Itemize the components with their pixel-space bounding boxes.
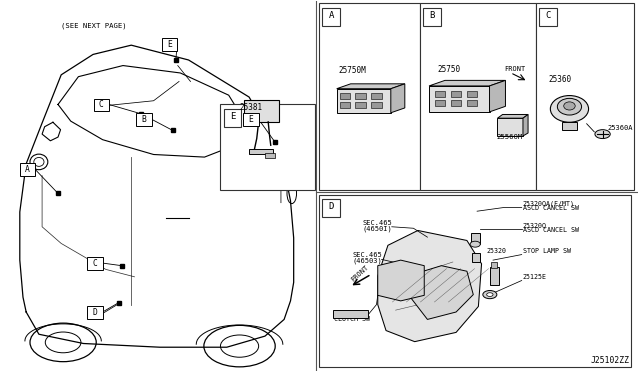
FancyBboxPatch shape [223,109,241,127]
Circle shape [483,291,497,299]
Bar [340,102,349,108]
Polygon shape [429,80,506,86]
Text: (46503): (46503) [352,258,382,264]
Text: 25125E: 25125E [523,275,547,280]
FancyBboxPatch shape [162,38,177,51]
Polygon shape [497,118,523,136]
Text: (SEE NEXT PAGE): (SEE NEXT PAGE) [61,22,127,29]
Ellipse shape [564,102,575,110]
Text: D: D [93,308,97,317]
Bar [420,3,536,190]
Text: C: C [99,100,104,109]
Bar [319,195,631,367]
Polygon shape [391,84,405,113]
Bar [333,310,368,318]
Bar [355,93,365,99]
Bar [265,153,275,158]
Text: 25320Q: 25320Q [523,222,547,228]
Text: J25102ZZ: J25102ZZ [591,356,630,365]
FancyBboxPatch shape [323,8,340,26]
Text: 25360: 25360 [548,75,572,84]
Bar [249,148,273,154]
Polygon shape [337,84,405,89]
Bar [451,92,461,97]
Text: B: B [429,11,435,20]
FancyBboxPatch shape [243,113,259,126]
Text: CLUTCH SW: CLUTCH SW [335,316,371,322]
Text: A: A [328,11,334,20]
FancyBboxPatch shape [423,8,441,26]
Text: 25750: 25750 [437,65,460,74]
Bar [435,100,445,106]
Bar [319,3,420,190]
Polygon shape [429,86,490,112]
Polygon shape [490,80,506,112]
Text: FRONT: FRONT [349,264,369,283]
Text: FRONT: FRONT [504,66,525,72]
Text: ASCD CANCEL SW: ASCD CANCEL SW [523,227,579,233]
Bar [371,93,381,99]
FancyBboxPatch shape [539,8,557,26]
Ellipse shape [557,98,582,115]
Bar [244,100,279,122]
FancyBboxPatch shape [93,99,109,111]
Text: 25381: 25381 [239,103,262,112]
Circle shape [470,241,480,247]
Text: 25320U: 25320U [335,311,358,317]
Bar [220,105,315,190]
Text: A: A [25,165,30,174]
Bar [355,102,365,108]
Bar [536,3,634,190]
Bar [371,102,381,108]
Polygon shape [378,231,481,341]
FancyBboxPatch shape [87,306,102,319]
Ellipse shape [550,96,589,122]
FancyBboxPatch shape [136,113,152,126]
Bar [435,92,445,97]
Polygon shape [337,89,391,113]
Bar [467,92,477,97]
Text: E: E [167,40,172,49]
Text: SEC.465: SEC.465 [362,220,392,226]
Text: (4650I): (4650I) [362,225,392,232]
Text: C: C [93,259,97,268]
Text: C: C [545,11,550,20]
Text: E: E [248,115,253,124]
Text: 25560M: 25560M [496,134,522,140]
Text: 25320: 25320 [486,248,506,254]
Bar [472,253,479,262]
Text: ASCD CANCEL SW: ASCD CANCEL SW [523,205,579,211]
Bar [562,122,577,131]
Polygon shape [408,266,474,320]
Text: 25320QA(F/MT): 25320QA(F/MT) [523,201,575,207]
Bar [490,267,499,285]
FancyBboxPatch shape [87,257,102,270]
Polygon shape [523,115,528,136]
Text: STOP LAMP SW: STOP LAMP SW [523,248,571,254]
Text: B: B [141,115,147,124]
Text: 25360A: 25360A [607,125,632,131]
Bar [491,262,497,268]
Text: 25750M: 25750M [339,65,366,75]
Text: D: D [328,202,334,211]
Bar [471,233,479,244]
Bar [340,93,349,99]
Polygon shape [497,115,528,118]
Polygon shape [378,260,424,301]
Bar [467,100,477,106]
FancyBboxPatch shape [323,199,340,217]
Circle shape [486,293,493,296]
Text: E: E [230,112,236,121]
Bar [451,100,461,106]
FancyBboxPatch shape [20,163,35,176]
Circle shape [595,130,610,138]
Text: SEC.465: SEC.465 [352,252,382,258]
